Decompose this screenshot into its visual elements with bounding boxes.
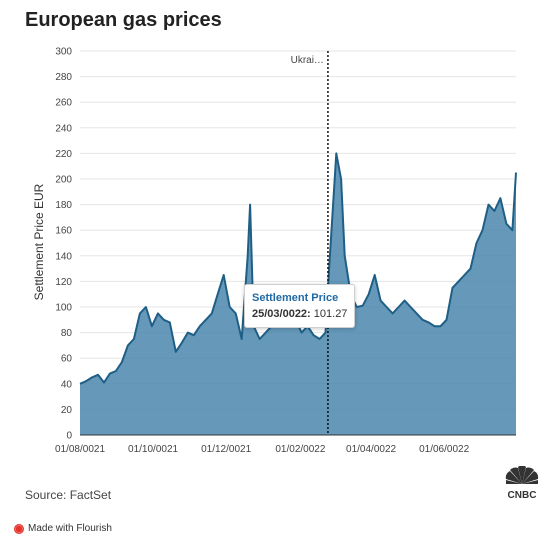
x-tick-label: 01/12/0021: [201, 444, 251, 455]
y-tick-label: 20: [61, 405, 73, 416]
y-tick-label: 60: [61, 354, 73, 365]
y-tick-label: 180: [55, 200, 72, 211]
annotation-label: Ukrai…: [291, 55, 324, 66]
y-tick-label: 240: [55, 123, 72, 134]
logo-wordmark: CNBC: [508, 490, 537, 501]
y-axis-tick-labels: 0 20 40 60 80 100 120 140 160 180 200 220 240 260 280 3…: [55, 47, 72, 442]
flourish-credit[interactable]: Made with Flourish: [14, 523, 112, 534]
tooltip-title: Settlement Price: [252, 292, 339, 304]
tooltip-date: 25/03/0022:: [252, 308, 311, 320]
y-tick-label: 300: [55, 47, 72, 58]
y-tick-label: 200: [55, 175, 72, 186]
x-tick-label: 01/02/0022: [275, 444, 325, 455]
x-tick-label: 01/08/0021: [55, 444, 105, 455]
tooltip-value: 101.27: [313, 308, 348, 320]
chart-title: European gas prices: [25, 9, 222, 31]
flourish-label: Made with Flourish: [28, 523, 112, 534]
area-series-fill: [80, 153, 516, 435]
y-axis-title: Settlement Price EUR: [32, 183, 46, 300]
data-tooltip: Settlement Price 25/03/0022: 101.27: [244, 284, 356, 328]
flourish-icon: [14, 523, 24, 534]
tooltip-body: 25/03/0022: 101.27: [252, 306, 347, 322]
x-tick-label: 01/10/0021: [128, 444, 178, 455]
y-tick-label: 220: [55, 149, 72, 160]
x-axis-tick-labels: 01/08/0021 01/10/0021 01/12/0021 01/02/0022…: [55, 444, 470, 455]
y-tick-label: 140: [55, 251, 72, 262]
y-tick-label: 80: [61, 328, 73, 339]
y-tick-label: 40: [61, 379, 73, 390]
y-tick-label: 160: [55, 226, 72, 237]
cnbc-logo: CNBC: [505, 466, 539, 501]
y-tick-label: 100: [55, 303, 72, 314]
y-tick-label: 280: [55, 72, 72, 83]
x-tick-label: 01/04/0022: [346, 444, 396, 455]
x-tick-label: 01/06/0022: [419, 444, 469, 455]
y-tick-label: 0: [66, 431, 72, 442]
y-tick-label: 120: [55, 277, 72, 288]
source-note: Source: FactSet: [25, 488, 112, 502]
y-tick-label: 260: [55, 98, 72, 109]
